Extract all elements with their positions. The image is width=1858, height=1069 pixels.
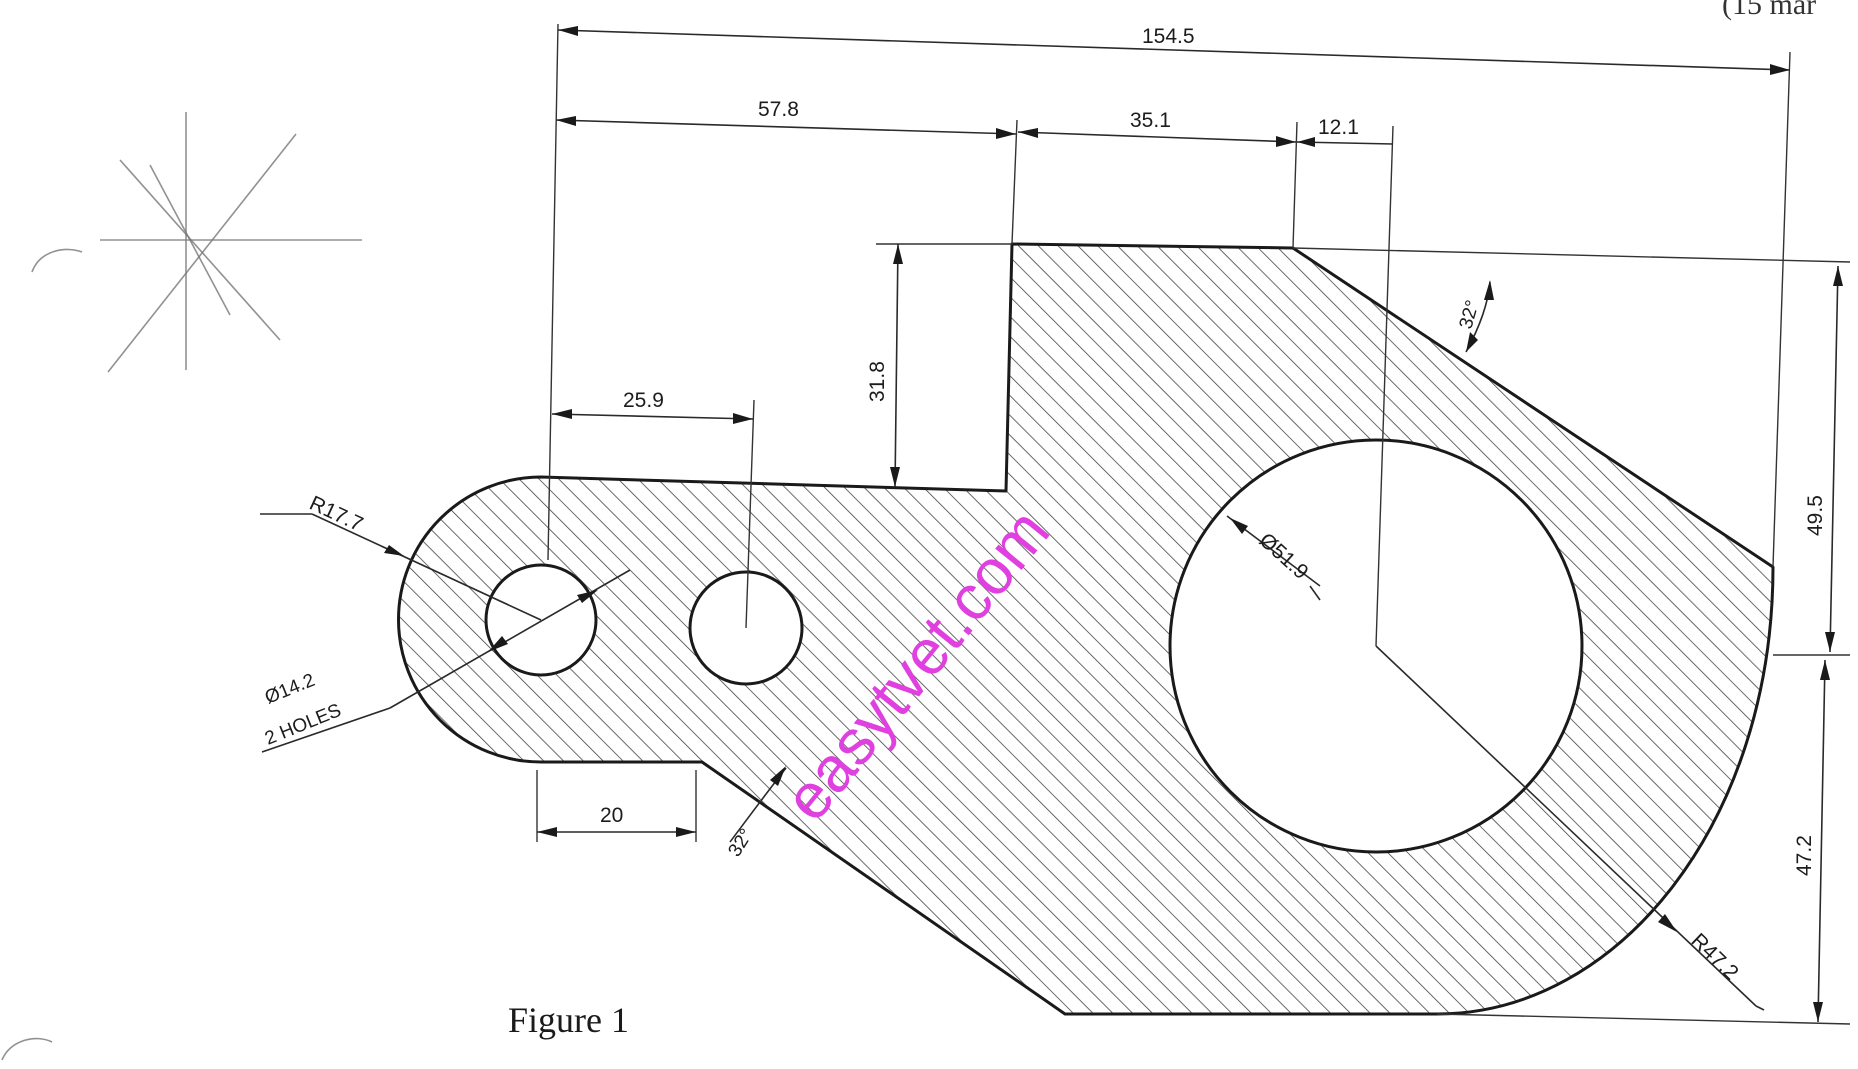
dim-step-height: 31.8 [866, 361, 889, 402]
dimension-lines [260, 26, 1843, 1023]
sketch-mark [1, 112, 362, 1061]
dim-bottom-flat: 20 [600, 804, 623, 827]
marks-note: (15 mar [1722, 0, 1816, 21]
dim-top-offset: 12.1 [1318, 116, 1359, 139]
dim-hole-spacing: 25.9 [623, 389, 664, 412]
dim-left-section: 57.8 [758, 98, 799, 121]
dim-top-chamfer-angle: 32° [1456, 298, 1484, 331]
dim-right-upper-height: 49.5 [1804, 495, 1827, 536]
dim-bottom-chamfer-angle: 32° [724, 825, 757, 860]
dim-large-arc-radius: R47.2 [1687, 929, 1743, 984]
dim-overall-length: 154.5 [1142, 25, 1195, 48]
extension-lines [536, 23, 1851, 1025]
dim-small-holes-diameter: Ø14.2 [262, 670, 318, 709]
dim-middle-section: 35.1 [1130, 109, 1171, 132]
dim-right-lower-height: 47.2 [1793, 835, 1816, 876]
figure-caption: Figure 1 [508, 1000, 629, 1040]
dim-end-radius: R17.7 [306, 492, 367, 537]
dim-small-holes-note: 2 HOLES [262, 700, 344, 750]
